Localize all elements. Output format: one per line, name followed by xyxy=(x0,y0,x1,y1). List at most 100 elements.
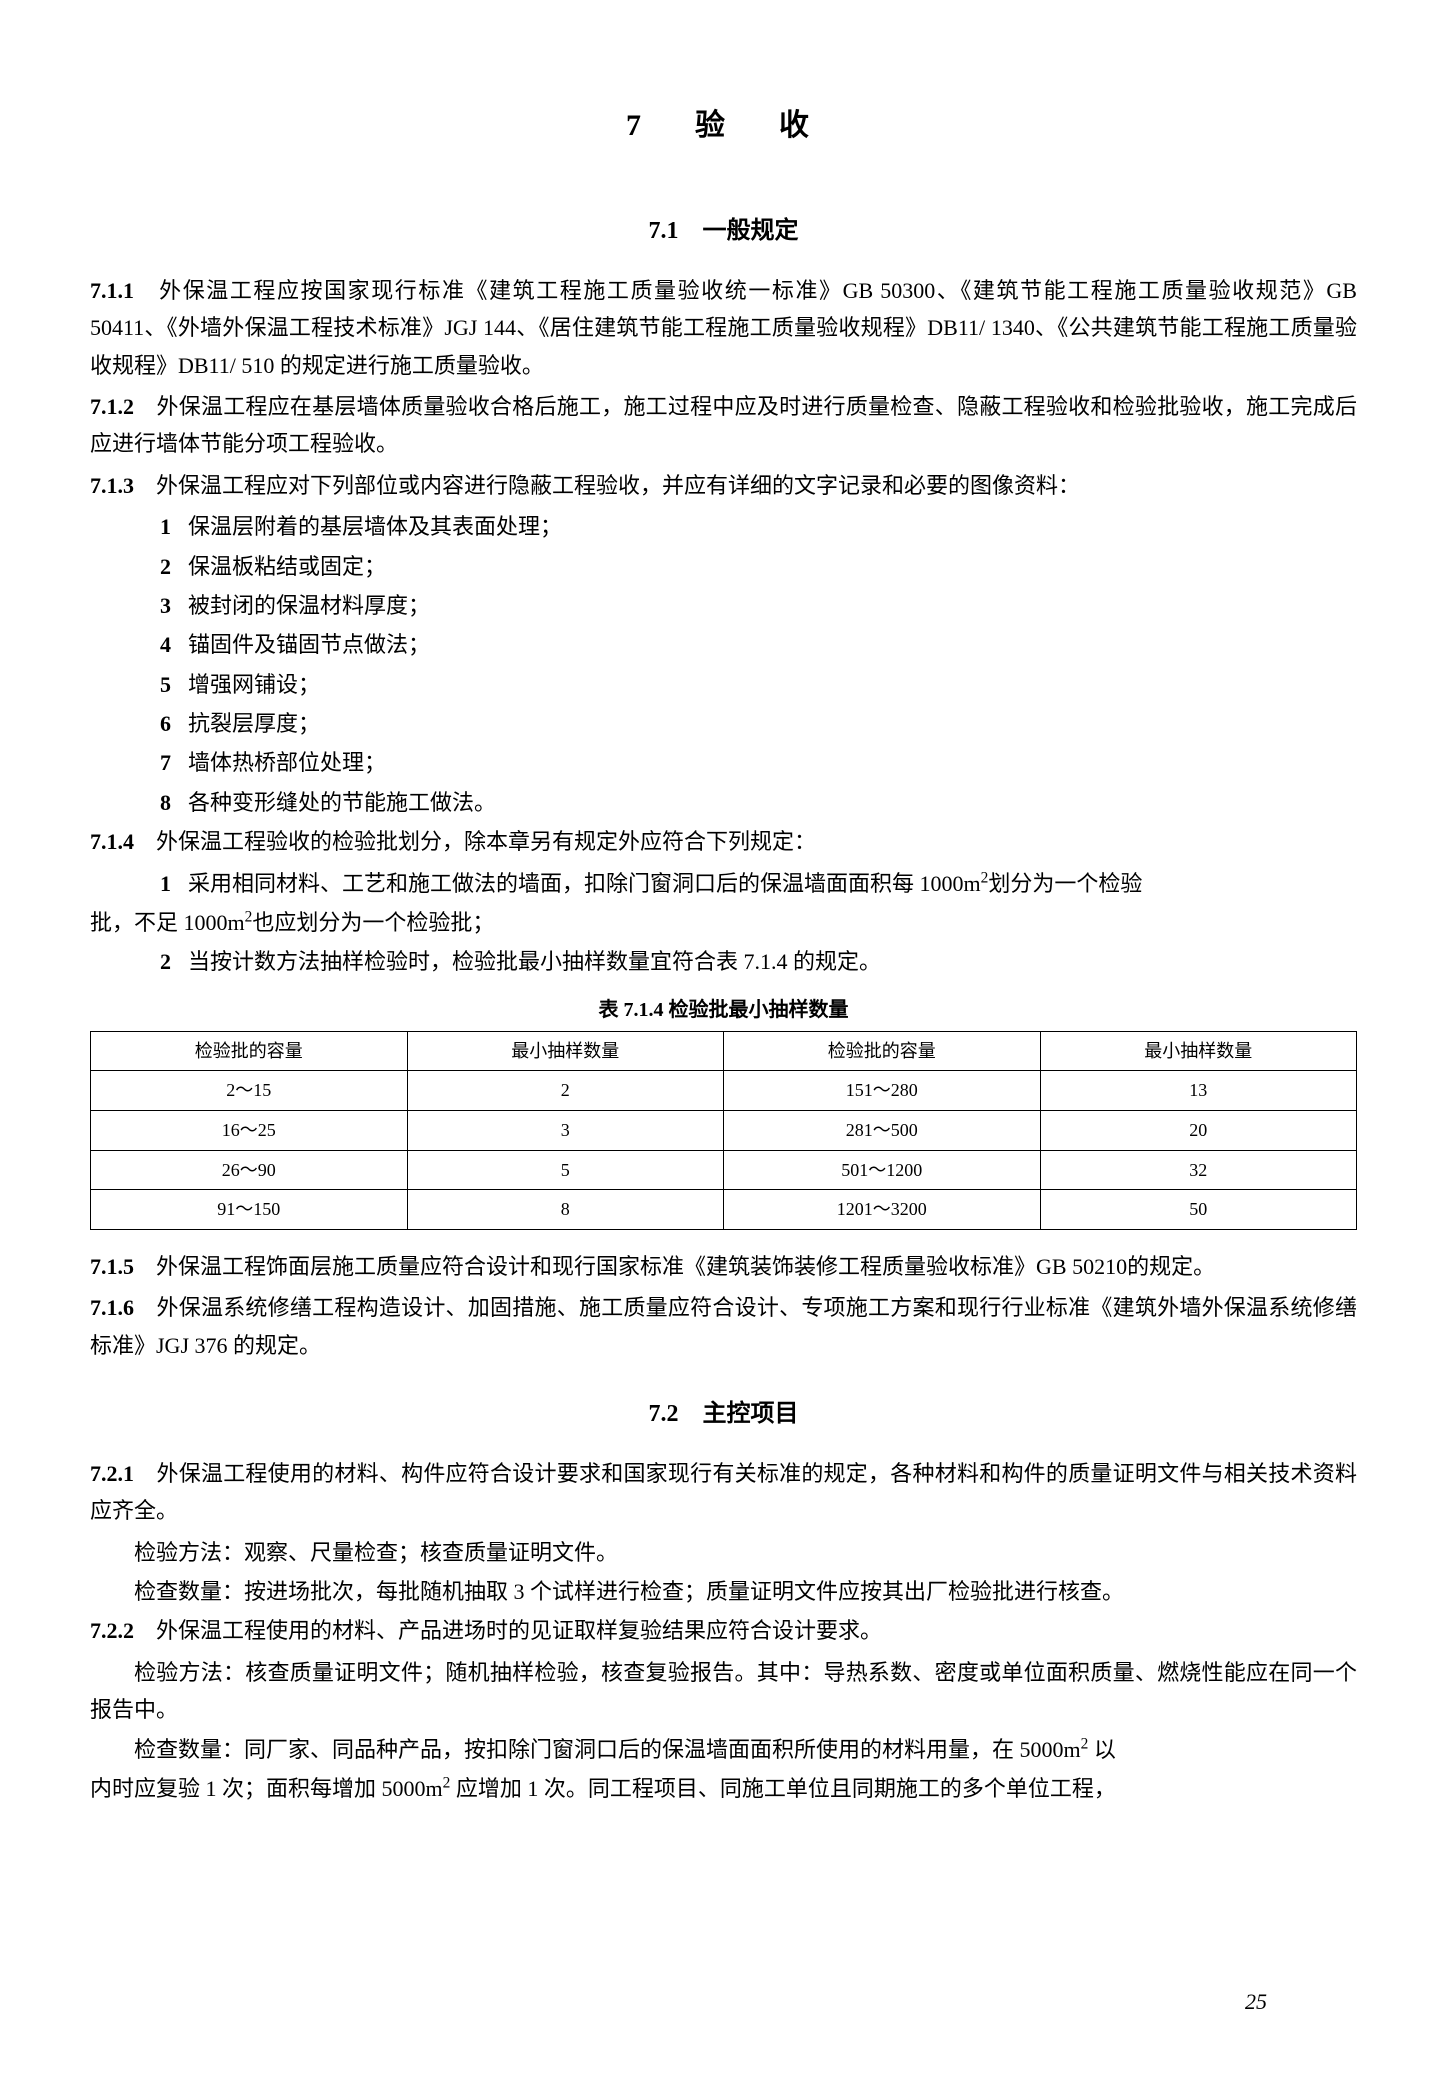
section-number: 7.1 xyxy=(649,218,679,244)
list-text: 被封闭的保温材料厚度； xyxy=(188,593,430,618)
section-text: 主控项目 xyxy=(703,1401,799,1427)
section-7-2-title: 7.2 主控项目 xyxy=(90,1394,1357,1435)
clause-num: 7.1.1 xyxy=(90,278,134,303)
list-item: 6抗裂层厚度； xyxy=(90,705,1357,742)
table-cell: 91～150 xyxy=(91,1190,408,1230)
clause-num: 7.2.1 xyxy=(90,1461,134,1486)
clause-7-1-4: 7.1.4 外保温工程验收的检验批划分，除本章另有规定外应符合下列规定： xyxy=(90,823,1357,860)
clause-7-2-1: 7.2.1 外保温工程使用的材料、构件应符合设计要求和国家现行有关标准的规定，各… xyxy=(90,1455,1357,1530)
clause-text: 外保温工程饰面层施工质量应符合设计和现行国家标准《建筑装饰装修工程质量验收标准》… xyxy=(156,1254,1215,1279)
clause-7-2-2-method: 检验方法：核查质量证明文件；随机抽样检验，核查复验报告。其中：导热系数、密度或单… xyxy=(90,1654,1357,1729)
clause-7-2-2-quantity: 检查数量：同厂家、同品种产品，按扣除门窗洞口后的保温墙面面积所使用的材料用量，在… xyxy=(90,1731,1357,1768)
list-marker: 3 xyxy=(160,587,188,624)
table-cell: 16～25 xyxy=(91,1111,408,1151)
section-number: 7.2 xyxy=(649,1401,679,1427)
clause-7-2-2: 7.2.2 外保温工程使用的材料、产品进场时的见证取样复验结果应符合设计要求。 xyxy=(90,1612,1357,1649)
clause-7-1-4-item-1: 1采用相同材料、工艺和施工做法的墙面，扣除门窗洞口后的保温墙面面积每 1000m… xyxy=(90,865,1357,902)
table-row: 26～905501～120032 xyxy=(91,1150,1357,1190)
list-text: 保温层附着的基层墙体及其表面处理； xyxy=(188,514,562,539)
clause-7-1-5: 7.1.5 外保温工程饰面层施工质量应符合设计和现行国家标准《建筑装饰装修工程质… xyxy=(90,1248,1357,1285)
list-text: 当按计数方法抽样检验时，检验批最小抽样数量宜符合表 7.1.4 的规定。 xyxy=(188,949,881,974)
page-number: 25 xyxy=(1245,1983,1267,2020)
clause-7-1-3: 7.1.3 外保温工程应对下列部位或内容进行隐蔽工程验收，并应有详细的文字记录和… xyxy=(90,467,1357,504)
table-row: 91～15081201～320050 xyxy=(91,1190,1357,1230)
table-header: 检验批的容量 xyxy=(724,1031,1041,1071)
list-marker: 5 xyxy=(160,666,188,703)
section-7-1-title: 7.1 一般规定 xyxy=(90,211,1357,252)
table-cell: 32 xyxy=(1040,1150,1357,1190)
clause-text: 外保温系统修缮工程构造设计、加固措施、施工质量应符合设计、专项施工方案和现行行业… xyxy=(90,1295,1357,1357)
table-cell: 13 xyxy=(1040,1071,1357,1111)
clause-text: 外保温工程应对下列部位或内容进行隐蔽工程验收，并应有详细的文字记录和必要的图像资… xyxy=(156,473,1080,498)
chapter-text: 验 收 xyxy=(695,109,821,142)
clause-text: 外保温工程使用的材料、产品进场时的见证取样复验结果应符合设计要求。 xyxy=(156,1618,882,1643)
list-text-b: 划分为一个检验 xyxy=(988,871,1142,896)
list-text: 各种变形缝处的节能施工做法。 xyxy=(188,790,496,815)
clause-7-2-1-method: 检验方法：观察、尺量检查；核查质量证明文件。 xyxy=(90,1534,1357,1571)
table-header: 最小抽样数量 xyxy=(1040,1031,1357,1071)
clause-7-1-1: 7.1.1 外保温工程应按国家现行标准《建筑工程施工质量验收统一标准》GB 50… xyxy=(90,272,1357,384)
clause-7-2-1-quantity: 检查数量：按进场批次，每批随机抽取 3 个试样进行检查；质量证明文件应按其出厂检… xyxy=(90,1573,1357,1610)
chapter-title: 7 验 收 xyxy=(90,100,1357,151)
clause-7-1-4-item-2: 2当按计数方法抽样检验时，检验批最小抽样数量宜符合表 7.1.4 的规定。 xyxy=(90,943,1357,980)
table-cell: 501～1200 xyxy=(724,1150,1041,1190)
table-cell: 2 xyxy=(407,1071,724,1111)
chapter-number: 7 xyxy=(626,109,653,142)
list-marker: 7 xyxy=(160,744,188,781)
cont-b: 也应划分为一个检验批； xyxy=(252,910,494,935)
list-text: 抗裂层厚度； xyxy=(188,711,320,736)
table-cell: 3 xyxy=(407,1111,724,1151)
clause-7-1-2: 7.1.2 外保温工程应在基层墙体质量验收合格后施工，施工过程中应及时进行质量检… xyxy=(90,388,1357,463)
qb: 以 xyxy=(1094,1737,1116,1762)
table-cell: 26～90 xyxy=(91,1150,408,1190)
clause-text: 外保温工程应在基层墙体质量验收合格后施工，施工过程中应及时进行质量检查、隐蔽工程… xyxy=(90,394,1357,456)
clause-num: 7.1.6 xyxy=(90,1295,134,1320)
table-cell: 151～280 xyxy=(724,1071,1041,1111)
list-marker: 6 xyxy=(160,705,188,742)
list-item: 3被封闭的保温材料厚度； xyxy=(90,587,1357,624)
list-text: 墙体热桥部位处理； xyxy=(188,750,386,775)
list-marker: 1 xyxy=(160,508,188,545)
clause-num: 7.1.5 xyxy=(90,1254,134,1279)
list-item: 7墙体热桥部位处理； xyxy=(90,744,1357,781)
qd: 应增加 1 次。同工程项目、同施工单位且同期施工的多个单位工程， xyxy=(456,1776,1116,1801)
list-item: 1保温层附着的基层墙体及其表面处理； xyxy=(90,508,1357,545)
table-header: 检验批的容量 xyxy=(91,1031,408,1071)
list-marker: 2 xyxy=(160,548,188,585)
clause-text: 外保温工程使用的材料、构件应符合设计要求和国家现行有关标准的规定，各种材料和构件… xyxy=(90,1461,1357,1523)
list-text: 采用相同材料、工艺和施工做法的墙面，扣除门窗洞口后的保温墙面面积每 1000m xyxy=(188,871,981,896)
table-row: 2～152151～28013 xyxy=(91,1071,1357,1111)
list-marker: 1 xyxy=(160,865,188,902)
clause-num: 7.1.4 xyxy=(90,829,134,854)
qa: 检查数量：同厂家、同品种产品，按扣除门窗洞口后的保温墙面面积所使用的材料用量，在… xyxy=(134,1737,1081,1762)
table-cell: 5 xyxy=(407,1150,724,1190)
clause-7-1-4-item-1-cont: 批，不足 1000m2也应划分为一个检验批； xyxy=(90,904,1357,941)
clause-7-2-2-quantity-cont: 内时应复验 1 次；面积每增加 5000m2 应增加 1 次。同工程项目、同施工… xyxy=(90,1770,1357,1807)
list-text: 锚固件及锚固节点做法； xyxy=(188,632,430,657)
table-cell: 50 xyxy=(1040,1190,1357,1230)
list-text: 保温板粘结或固定； xyxy=(188,554,386,579)
list-item: 5增强网铺设； xyxy=(90,666,1357,703)
table-7-1-4-caption: 表 7.1.4 检验批最小抽样数量 xyxy=(90,993,1357,1027)
clause-7-1-6: 7.1.6 外保温系统修缮工程构造设计、加固措施、施工质量应符合设计、专项施工方… xyxy=(90,1289,1357,1364)
list-item: 2保温板粘结或固定； xyxy=(90,548,1357,585)
clause-text: 外保温工程应按国家现行标准《建筑工程施工质量验收统一标准》GB 50300、《建… xyxy=(90,278,1357,378)
clause-text: 外保温工程验收的检验批划分，除本章另有规定外应符合下列规定： xyxy=(156,829,816,854)
table-header: 最小抽样数量 xyxy=(407,1031,724,1071)
clause-num: 7.1.2 xyxy=(90,394,134,419)
list-marker: 4 xyxy=(160,626,188,663)
list-marker: 8 xyxy=(160,784,188,821)
list-item: 4锚固件及锚固节点做法； xyxy=(90,626,1357,663)
table-cell: 8 xyxy=(407,1190,724,1230)
table-cell: 20 xyxy=(1040,1111,1357,1151)
table-cell: 281～500 xyxy=(724,1111,1041,1151)
table-7-1-4: 检验批的容量最小抽样数量检验批的容量最小抽样数量 2～152151～280131… xyxy=(90,1031,1357,1230)
list-text: 增强网铺设； xyxy=(188,672,320,697)
table-row: 16～253281～50020 xyxy=(91,1111,1357,1151)
clause-num: 7.1.3 xyxy=(90,473,134,498)
list-marker: 2 xyxy=(160,943,188,980)
table-cell: 2～15 xyxy=(91,1071,408,1111)
cont-a: 批，不足 1000m xyxy=(90,910,245,935)
section-text: 一般规定 xyxy=(703,218,799,244)
table-cell: 1201～3200 xyxy=(724,1190,1041,1230)
